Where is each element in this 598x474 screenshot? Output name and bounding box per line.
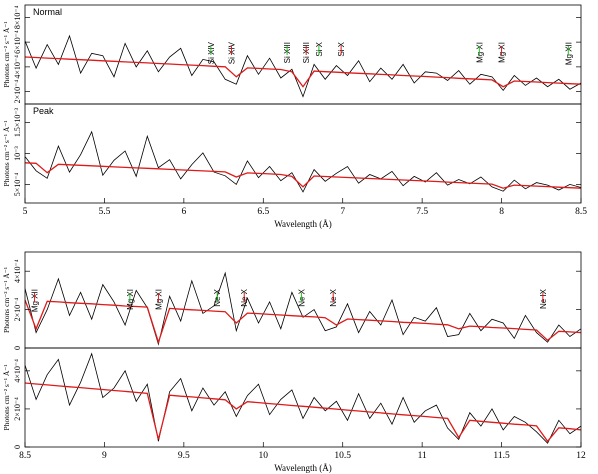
x-tick-label: 10.5 bbox=[334, 451, 351, 461]
panel-label: Normal bbox=[33, 7, 62, 17]
model-line bbox=[25, 56, 581, 88]
x-tick-label: 5.5 bbox=[98, 207, 110, 217]
x-tick-label: 6.5 bbox=[257, 207, 269, 217]
y-tick-label: 6×10⁻⁴ bbox=[13, 30, 22, 54]
x-tick-label: 8.5 bbox=[575, 207, 587, 217]
y-tick-label: 0 bbox=[13, 346, 22, 350]
panel-frame bbox=[24, 347, 582, 448]
y-axis-label: Photons cm⁻² s⁻¹ Å⁻¹ bbox=[2, 267, 11, 333]
y-tick-label: 2×10⁻⁴ bbox=[13, 397, 22, 421]
y-tick-label: 5×10⁻⁴ bbox=[13, 172, 22, 196]
x-tick-label: 10 bbox=[259, 451, 269, 461]
x-tick-label: 6 bbox=[181, 207, 186, 217]
y-tick-label: 4×10⁻⁴ bbox=[13, 259, 22, 283]
y-tick-label: 0 bbox=[13, 445, 22, 449]
x-tick-label: 7.5 bbox=[416, 207, 428, 217]
x-tick-label: 11 bbox=[418, 451, 427, 461]
x-tick-label: 7 bbox=[340, 207, 345, 217]
spectrum-line bbox=[25, 271, 581, 346]
y-tick-label: 4×10⁻⁴ bbox=[13, 55, 22, 79]
panel-label: Peak bbox=[33, 106, 54, 116]
x-axis-label: Wavelength (Å) bbox=[274, 463, 332, 473]
y-tick-label: 2×10⁻⁴ bbox=[13, 80, 22, 104]
y-tick-label: 10⁻³ bbox=[13, 146, 22, 161]
y-axis-label: Photons cm⁻² s⁻¹ Å⁻¹ bbox=[2, 22, 11, 88]
y-tick-label: 4×10⁻⁴ bbox=[13, 359, 22, 383]
x-tick-label: 11.5 bbox=[493, 451, 510, 461]
spectrum-line bbox=[25, 34, 581, 98]
spectrum-line bbox=[25, 352, 581, 444]
x-tick-label: 8 bbox=[499, 207, 504, 217]
y-axis-label: Photons cm⁻² s⁻¹ Å⁻¹ bbox=[2, 121, 11, 187]
model-line bbox=[25, 382, 581, 443]
model-line bbox=[25, 162, 581, 189]
x-axis-label: Wavelength (Å) bbox=[274, 219, 332, 229]
x-tick-label: 9.5 bbox=[178, 451, 190, 461]
x-tick-label: 8.5 bbox=[19, 451, 31, 461]
y-axis-label: Photons cm⁻² s⁻¹ Å⁻¹ bbox=[2, 365, 11, 431]
y-tick-label: 8×10⁻⁴ bbox=[13, 5, 22, 29]
x-tick-label: 5 bbox=[23, 207, 28, 217]
y-tick-label: 2×10⁻⁴ bbox=[13, 298, 22, 322]
x-tick-label: 9 bbox=[102, 451, 107, 461]
x-tick-label: 12 bbox=[576, 451, 586, 461]
y-tick-label: 1.5×10⁻³ bbox=[13, 107, 22, 137]
model-line bbox=[25, 299, 581, 345]
